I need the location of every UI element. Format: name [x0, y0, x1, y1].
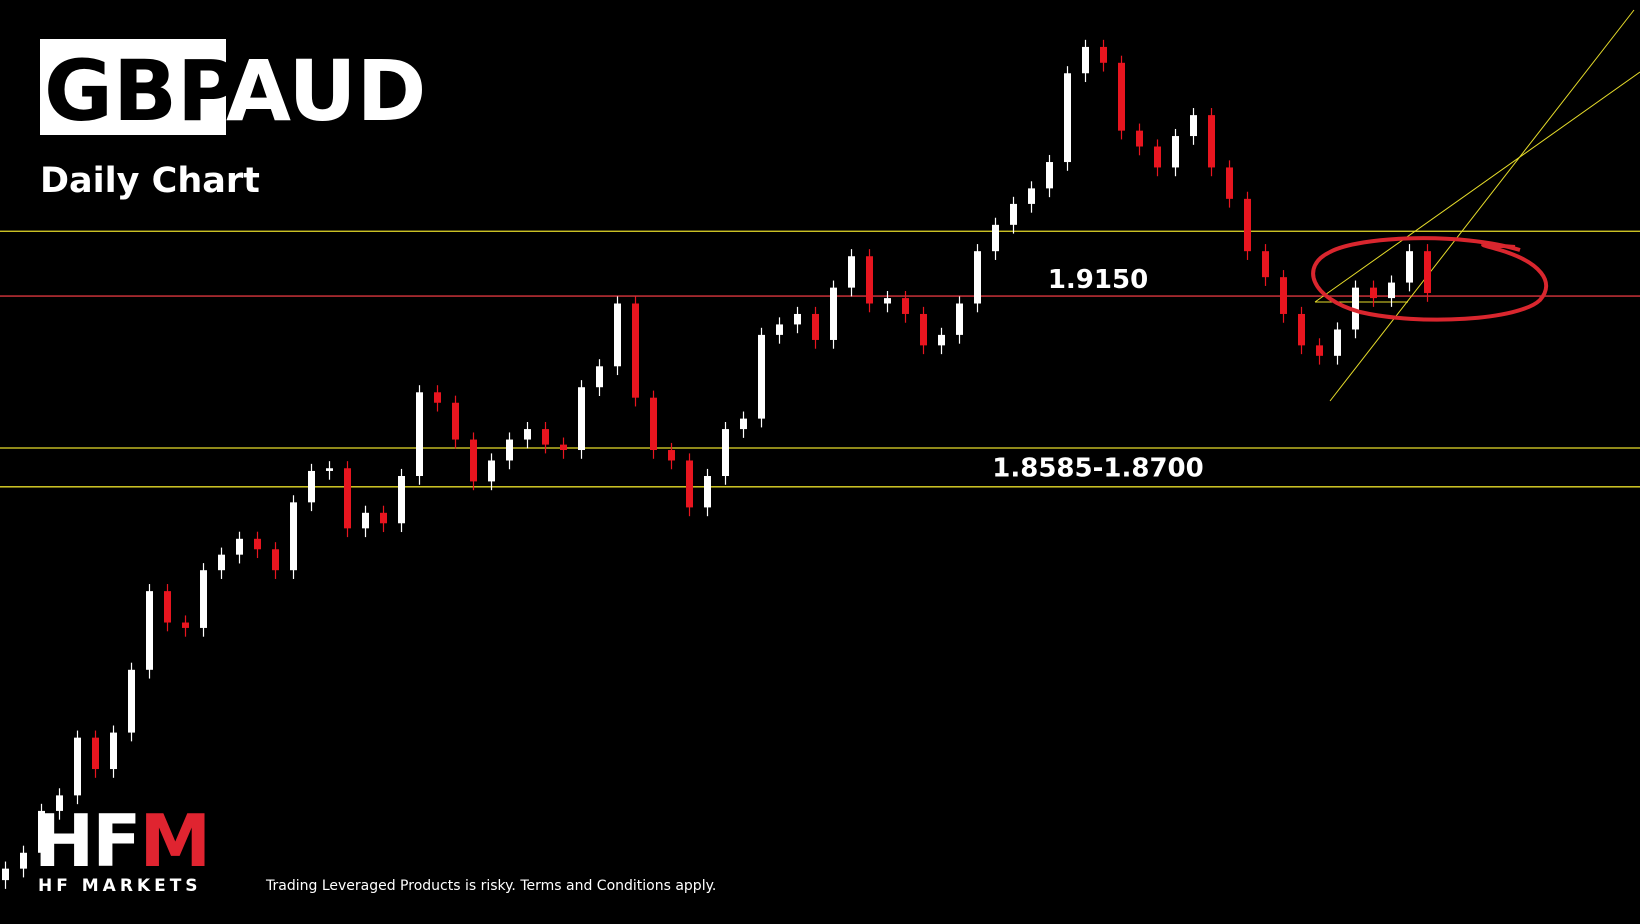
- candle-body: [596, 366, 603, 388]
- candle-body: [1226, 167, 1233, 199]
- candle-body: [488, 460, 495, 482]
- candle-body: [722, 429, 729, 477]
- candle-body: [308, 470, 315, 503]
- candle-body: [272, 549, 279, 571]
- candle-body: [560, 444, 567, 451]
- candle-body: [974, 251, 981, 304]
- levels: 1.9150 1.8585-1.8700: [0, 230, 1640, 488]
- zone-label: 1.8585-1.8700: [992, 453, 1203, 483]
- candle-body: [146, 591, 153, 670]
- subtitle: Daily Chart: [40, 161, 260, 201]
- candle-body: [866, 256, 873, 304]
- candle-body: [128, 669, 135, 733]
- candle-body: [938, 334, 945, 346]
- candle-body: [992, 224, 999, 252]
- candle-body: [398, 476, 405, 524]
- candle-body: [920, 313, 927, 346]
- highlight-ellipse: [1311, 236, 1548, 322]
- candle-body: [1262, 251, 1269, 278]
- logo-part: HF: [34, 799, 139, 883]
- candle-body: [1154, 146, 1161, 168]
- candle-body: [452, 402, 459, 440]
- candle-body: [686, 460, 693, 508]
- candle-body: [1244, 198, 1251, 252]
- candle-body: [1064, 73, 1071, 163]
- candle-body: [1010, 203, 1017, 225]
- candle-body: [1298, 313, 1305, 346]
- candle-body: [92, 737, 99, 770]
- candle-body: [1208, 115, 1215, 168]
- candle-body: [38, 810, 45, 853]
- candle-body: [758, 334, 765, 419]
- candle-body: [614, 303, 621, 367]
- candle-body: [416, 392, 423, 477]
- candle-body: [794, 313, 801, 325]
- candle-body: [110, 732, 117, 770]
- candle-body: [1370, 287, 1377, 299]
- logo: HFM: [34, 799, 209, 883]
- candle-body: [740, 418, 747, 430]
- candle-body: [164, 591, 171, 623]
- candle-body: [434, 392, 441, 403]
- candle-body: [344, 468, 351, 529]
- candle-body: [1316, 345, 1323, 356]
- candle-body: [1388, 282, 1395, 299]
- candle-body: [1100, 46, 1107, 63]
- candle-body: [182, 622, 189, 628]
- title: AUD: [226, 42, 426, 140]
- candle-body: [290, 502, 297, 571]
- candle-body: [884, 298, 891, 304]
- candle-body: [1082, 46, 1089, 74]
- candle-body: [254, 538, 261, 550]
- candle-body: [848, 256, 855, 288]
- candle-body: [380, 512, 387, 524]
- candle-body: [218, 554, 225, 571]
- candle-body: [20, 852, 27, 869]
- candles: [2, 39, 1431, 889]
- disclaimer: Trading Leveraged Products is risky. Ter…: [265, 878, 716, 894]
- logo-part: M: [139, 799, 209, 883]
- title-box: [40, 39, 226, 135]
- candle-body: [776, 324, 783, 335]
- candle-body: [650, 397, 657, 451]
- candle-body: [668, 450, 675, 461]
- candle-body: [1136, 130, 1143, 147]
- candle-body: [1028, 188, 1035, 204]
- candle-body: [830, 287, 837, 340]
- candle-body: [326, 468, 333, 471]
- candle-body: [632, 303, 639, 398]
- candle-body: [902, 298, 909, 314]
- candle-body: [236, 538, 243, 555]
- trend-line: [1329, 9, 1635, 402]
- candle-body: [200, 570, 207, 628]
- brand: HF MARKETS: [38, 876, 202, 896]
- candle-body: [578, 387, 585, 451]
- candle-body: [470, 439, 477, 482]
- candle-body: [362, 512, 369, 529]
- candle-body: [74, 737, 81, 796]
- title-boxed: GBP: [44, 42, 239, 140]
- trend-line: [1314, 71, 1640, 303]
- candle-body: [812, 313, 819, 340]
- candle-body: [1406, 251, 1413, 283]
- candle-body: [704, 476, 711, 508]
- candle-body: [506, 439, 513, 461]
- candle-body: [1334, 329, 1341, 356]
- candle-body: [1190, 115, 1197, 137]
- candle-body: [2, 868, 9, 881]
- candle-body: [1172, 136, 1179, 168]
- candle-body: [956, 303, 963, 335]
- level-label: 1.9150: [1048, 265, 1148, 295]
- candle-body: [1046, 162, 1053, 189]
- candle-body: [542, 429, 549, 445]
- candle-body: [1424, 251, 1431, 294]
- candle-body: [1118, 62, 1125, 131]
- candle-body: [1280, 277, 1287, 314]
- candle-body: [56, 795, 63, 811]
- candle-body: [524, 429, 531, 440]
